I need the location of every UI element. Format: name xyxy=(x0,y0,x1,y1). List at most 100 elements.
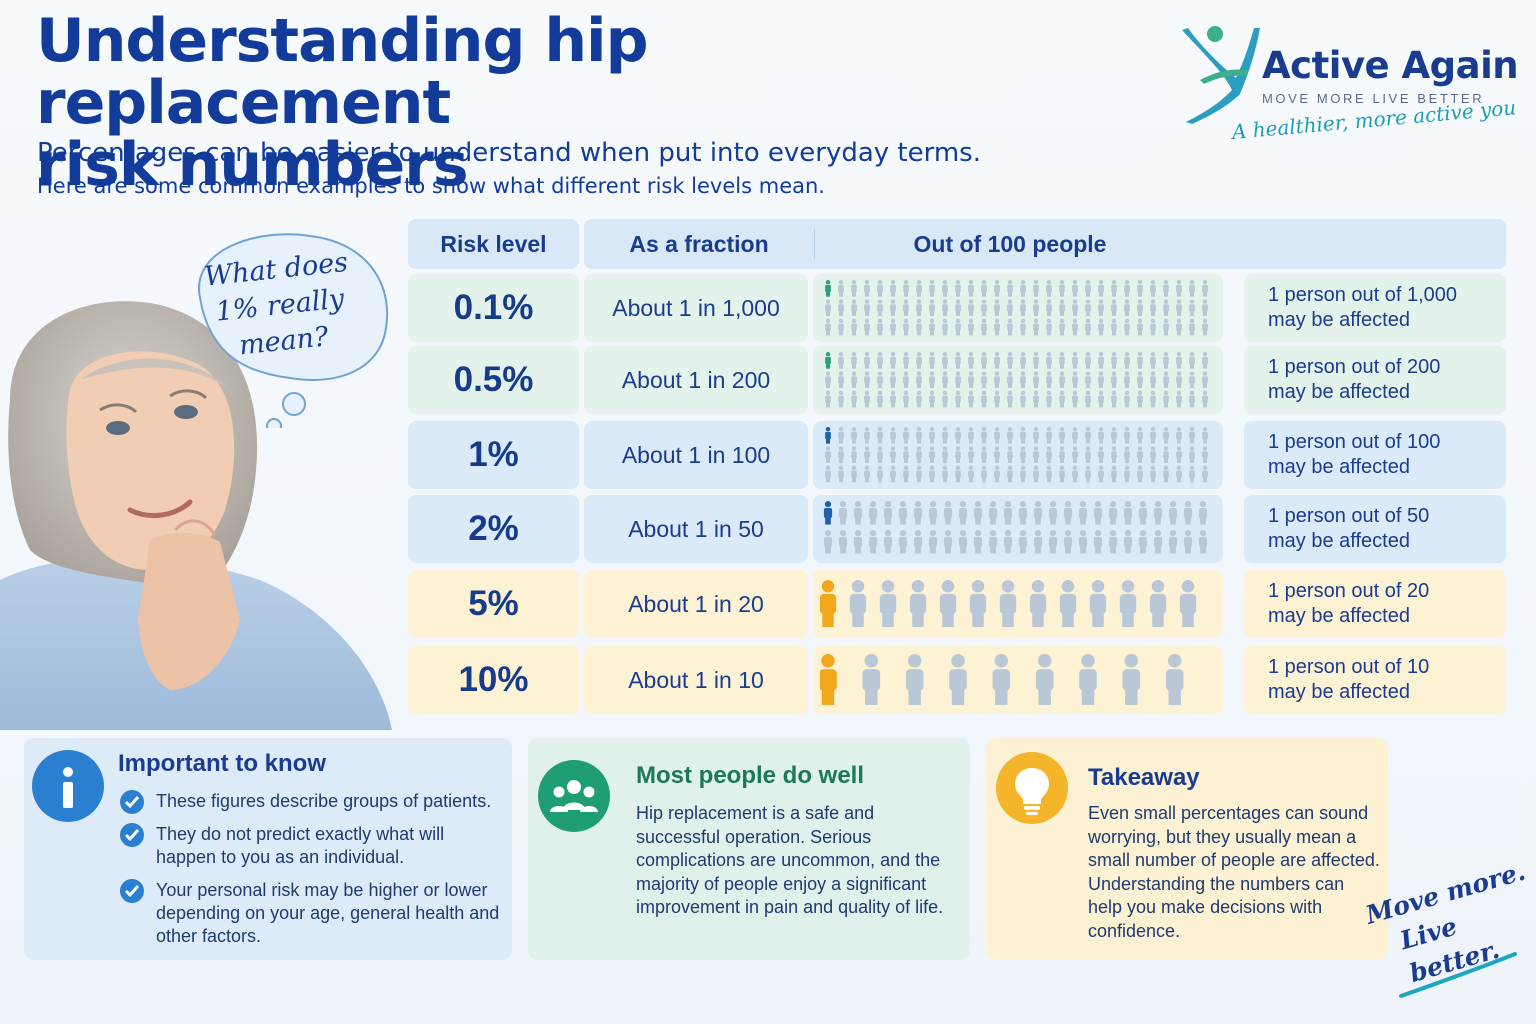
person-icon xyxy=(1163,465,1169,483)
person-icon xyxy=(838,390,844,408)
header-cell-level-bg xyxy=(408,219,579,269)
person-icon xyxy=(1020,352,1026,369)
person-icon xyxy=(877,465,883,483)
row-cell-bg xyxy=(584,646,808,714)
person-icon xyxy=(994,371,1000,388)
person-icon xyxy=(1098,280,1104,297)
person-icon xyxy=(1202,390,1208,408)
panel-takeaway-title: Takeaway xyxy=(1088,764,1200,791)
risk-row: 1% About 1 in 100 1 person out of 100 may b… xyxy=(408,421,1506,489)
person-icon xyxy=(1020,427,1026,444)
person-icon xyxy=(928,501,938,525)
person-icon xyxy=(1138,530,1148,554)
person-icon xyxy=(1007,371,1013,388)
row-cell-bg xyxy=(408,274,579,342)
person-icon xyxy=(868,530,878,554)
person-icon xyxy=(1189,427,1195,444)
person-icon xyxy=(1163,352,1169,369)
person-icon xyxy=(864,299,870,316)
person-icon xyxy=(916,280,922,297)
subtitle-secondary: Here are some common examples to show wh… xyxy=(37,174,825,198)
person-icon xyxy=(838,280,844,297)
person-icon xyxy=(825,299,831,316)
panel-well-title: Most people do well xyxy=(636,762,865,789)
person-icon xyxy=(1085,280,1091,297)
description-line-1: 1 person out of 20 xyxy=(1268,580,1430,602)
person-icon xyxy=(1007,318,1013,336)
person-icon xyxy=(1111,465,1117,483)
person-icon xyxy=(942,371,948,388)
person-icon xyxy=(1007,280,1013,297)
person-icon xyxy=(1007,352,1013,369)
person-icon xyxy=(1098,446,1104,463)
risk-row: 10% About 1 in 10 1 person out of 10 may be… xyxy=(408,646,1506,714)
person-icon xyxy=(890,371,896,388)
row-cell-bg xyxy=(408,646,579,714)
person-icon xyxy=(1123,501,1133,525)
person-icon xyxy=(851,427,857,444)
person-icon xyxy=(1059,280,1065,297)
people-pictogram xyxy=(820,654,1184,705)
active-person-icon xyxy=(1182,26,1260,124)
person-icon xyxy=(981,352,987,369)
person-icon xyxy=(928,530,938,554)
person-icon xyxy=(942,465,948,483)
person-icon xyxy=(1085,446,1091,463)
person-icon xyxy=(929,446,935,463)
person-icon xyxy=(1176,427,1182,444)
person-icon xyxy=(1020,465,1026,483)
check-icon xyxy=(120,879,144,903)
person-icon xyxy=(1124,390,1130,408)
person-icon xyxy=(1046,446,1052,463)
fraction-value: About 1 in 100 xyxy=(621,442,771,468)
person-icon xyxy=(1111,280,1117,297)
person-icon xyxy=(890,299,896,316)
row-cell-bg xyxy=(408,421,579,489)
person-icon xyxy=(1098,299,1104,316)
person-icon xyxy=(877,280,883,297)
person-icon xyxy=(1153,501,1163,525)
person-icon xyxy=(1108,530,1118,554)
person-icon xyxy=(1137,465,1143,483)
person-icon xyxy=(1189,352,1195,369)
person-icon xyxy=(1165,654,1184,705)
person-icon xyxy=(1033,446,1039,463)
person-icon xyxy=(1137,371,1143,388)
person-icon xyxy=(916,465,922,483)
person-icon xyxy=(903,371,909,388)
person-icon xyxy=(1168,501,1178,525)
person-icon xyxy=(929,318,935,336)
description-line-2: may be affected xyxy=(1268,381,1410,403)
person-icon xyxy=(1189,371,1195,388)
person-icon xyxy=(1085,390,1091,408)
person-icon xyxy=(851,446,857,463)
risk-description: 1 person out of 100 may be affected xyxy=(1268,430,1498,480)
person-icon xyxy=(1153,530,1163,554)
person-icon xyxy=(1033,371,1039,388)
person-icon xyxy=(981,299,987,316)
header-divider xyxy=(814,229,815,259)
person-icon xyxy=(1150,318,1156,336)
person-icon xyxy=(968,390,974,408)
person-icon xyxy=(1189,280,1195,297)
row-cell-bg xyxy=(1244,346,1506,414)
person-icon xyxy=(1085,299,1091,316)
person-icon xyxy=(1007,390,1013,408)
person-icon xyxy=(981,371,987,388)
person-icon xyxy=(864,318,870,336)
person-icon xyxy=(1119,580,1137,628)
description-line-1: 1 person out of 10 xyxy=(1268,656,1430,678)
person-icon xyxy=(1150,465,1156,483)
person-icon xyxy=(864,465,870,483)
person-icon xyxy=(849,580,867,628)
person-icon xyxy=(868,501,878,525)
person-icon xyxy=(1033,280,1039,297)
person-icon xyxy=(890,352,896,369)
person-icon xyxy=(1163,371,1169,388)
person-icon xyxy=(851,318,857,336)
person-icon xyxy=(1018,530,1028,554)
person-icon xyxy=(1150,427,1156,444)
person-icon xyxy=(1033,352,1039,369)
person-icon xyxy=(903,280,909,297)
person-icon xyxy=(890,318,896,336)
